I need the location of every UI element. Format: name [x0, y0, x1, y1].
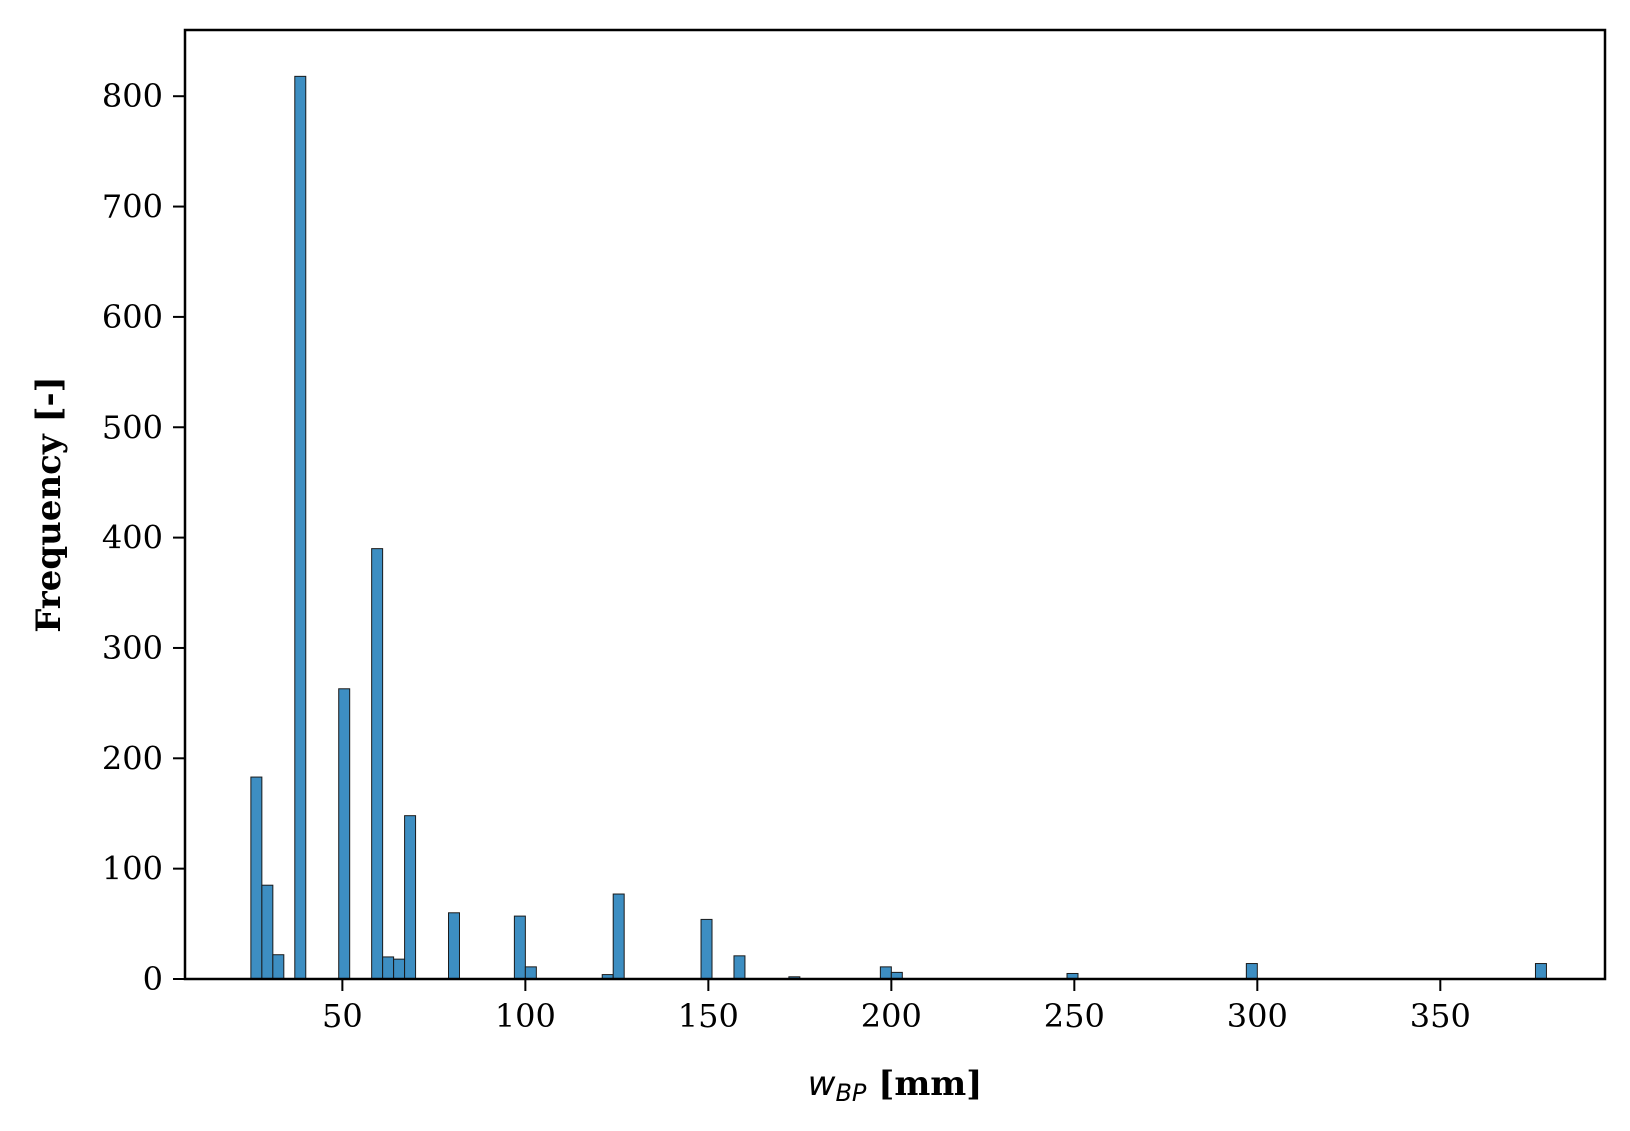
- histogram-bar: [1245, 963, 1258, 980]
- histogram-bar: [404, 815, 417, 980]
- y-axis-ticks: 0 100 200 300 400 500 600 700 800: [102, 77, 185, 998]
- histogram-bar: [700, 918, 713, 980]
- plot-frame: [183, 28, 1607, 981]
- x-axis-ticks: 50 100 150 200 250 300 350: [322, 979, 1471, 1035]
- y-tick-label: 0: [143, 960, 163, 998]
- histogram-bar: [513, 915, 526, 980]
- y-tick-label: 100: [102, 850, 163, 888]
- histogram-bar: [448, 912, 460, 980]
- histogram-bar: [272, 954, 285, 980]
- histogram-bar: [371, 548, 384, 980]
- histogram-bar: [879, 966, 892, 980]
- y-tick-label: 400: [102, 519, 163, 557]
- histogram-bar: [338, 688, 351, 980]
- histogram-bar: [524, 966, 537, 980]
- y-tick-label: 600: [102, 298, 163, 336]
- histogram-bar: [250, 776, 263, 980]
- x-tick-label: 50: [322, 997, 363, 1035]
- y-tick-label: 200: [102, 739, 163, 777]
- y-axis-label: Frequency [-]: [29, 376, 69, 633]
- y-tick-label: 500: [102, 408, 163, 446]
- histogram-bar: [393, 958, 406, 980]
- x-axis-label: wBP [mm]: [808, 1064, 983, 1107]
- x-axis-label-symbol: w: [808, 1064, 836, 1104]
- x-axis-label-unit: [mm]: [866, 1064, 982, 1104]
- x-tick-label: 250: [1044, 997, 1105, 1035]
- x-tick-label: 300: [1227, 997, 1288, 1035]
- y-tick-label: 300: [102, 629, 163, 667]
- histogram-bar: [733, 955, 746, 980]
- histogram-bar: [261, 884, 274, 980]
- histogram-bar: [294, 75, 307, 980]
- x-tick-label: 150: [678, 997, 739, 1035]
- y-tick-label: 800: [102, 77, 163, 115]
- histogram-bar: [1534, 963, 1547, 980]
- histogram-bar: [612, 893, 625, 980]
- x-tick-label: 100: [495, 997, 556, 1035]
- bars-layer: [250, 75, 1547, 980]
- x-tick-label: 350: [1410, 997, 1471, 1035]
- histogram-bar: [382, 956, 395, 980]
- x-axis-label-subscript: BP: [835, 1079, 866, 1107]
- x-tick-label: 200: [861, 997, 922, 1035]
- y-tick-label: 700: [102, 188, 163, 226]
